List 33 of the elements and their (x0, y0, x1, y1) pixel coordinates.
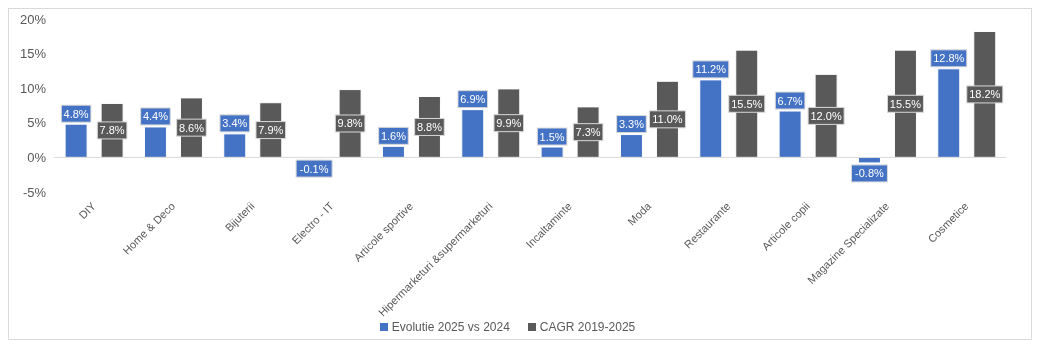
data-label: 8.6% (178, 121, 205, 134)
data-label: 9.8% (337, 117, 363, 130)
data-label: 11.0% (652, 113, 683, 126)
data-label: 9.9% (496, 117, 522, 130)
data-label: -0.8% (855, 167, 885, 180)
data-label: 1.6% (380, 129, 407, 142)
data-label: 11.2% (695, 63, 727, 76)
legend-label: Evolutie 2025 vs 2024 (391, 320, 510, 334)
data-label: -0.1% (299, 162, 329, 175)
data-label: 7.3% (575, 126, 601, 139)
data-label: 7.8% (99, 124, 125, 137)
y-tick-label: 20% (19, 11, 47, 27)
data-label: 4.4% (142, 110, 169, 123)
data-label: 12.0% (810, 109, 842, 122)
data-label: 3.4% (222, 117, 248, 130)
legend-label: CAGR 2019-2025 (539, 320, 636, 334)
data-label: 3.3% (618, 118, 645, 131)
data-label: 18.2% (969, 88, 1001, 101)
y-tick-label: 5% (27, 115, 47, 131)
y-tick-label: 15% (19, 46, 47, 62)
y-tick-label: -5% (22, 184, 47, 200)
data-label: 12.8% (933, 52, 965, 65)
data-label: 15.5% (889, 97, 922, 110)
data-label: 6.7% (777, 94, 803, 107)
data-label: 4.8% (63, 107, 89, 120)
y-tick-label: 0% (27, 150, 47, 166)
y-tick-label: 10% (19, 80, 47, 96)
data-label: 8.8% (416, 120, 443, 133)
data-label: 1.5% (539, 130, 565, 143)
x-tick-label: DIY (76, 199, 99, 222)
data-label: 6.9% (460, 93, 486, 106)
data-label: 7.9% (258, 124, 284, 137)
data-label: 15.5% (731, 97, 763, 110)
